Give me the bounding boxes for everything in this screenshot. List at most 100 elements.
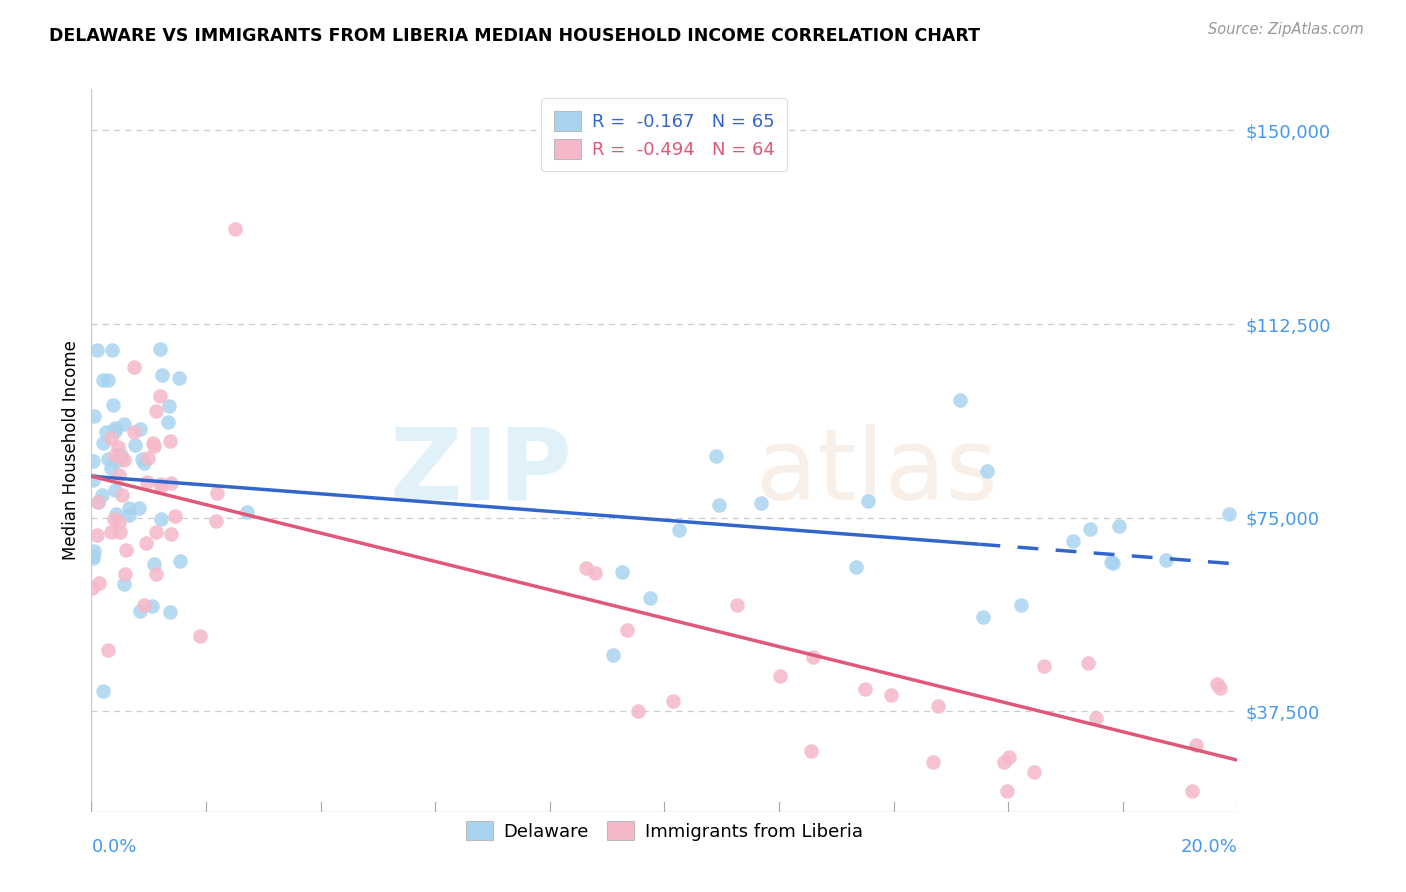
Point xyxy=(800,744,823,758)
Point xyxy=(1181,784,1204,798)
Point xyxy=(159,527,181,541)
Point xyxy=(141,599,163,614)
Point xyxy=(100,431,122,445)
Point xyxy=(188,629,211,643)
Point xyxy=(124,438,146,452)
Point xyxy=(1077,657,1099,671)
Point xyxy=(100,524,122,539)
Y-axis label: Median Household Income: Median Household Income xyxy=(62,341,80,560)
Point xyxy=(661,693,683,707)
Point xyxy=(86,495,108,509)
Point xyxy=(668,523,690,537)
Point xyxy=(132,599,155,613)
Point xyxy=(104,454,127,468)
Legend: Delaware, Immigrants from Liberia: Delaware, Immigrants from Liberia xyxy=(453,808,876,854)
Point xyxy=(82,550,104,565)
Point xyxy=(142,435,165,450)
Point xyxy=(583,566,606,581)
Point xyxy=(995,783,1018,797)
Point xyxy=(205,486,228,500)
Point xyxy=(110,450,132,464)
Point xyxy=(149,512,172,526)
Point xyxy=(107,515,129,529)
Point xyxy=(803,649,825,664)
Point xyxy=(91,683,114,698)
Point xyxy=(160,476,183,491)
Point xyxy=(150,479,173,493)
Point xyxy=(163,509,186,524)
Point xyxy=(769,669,792,683)
Point xyxy=(124,425,146,439)
Point xyxy=(707,498,730,512)
Point xyxy=(143,439,166,453)
Point xyxy=(94,425,117,439)
Point xyxy=(880,688,903,702)
Point xyxy=(104,448,127,462)
Point xyxy=(132,456,155,470)
Text: DELAWARE VS IMMIGRANTS FROM LIBERIA MEDIAN HOUSEHOLD INCOME CORRELATION CHART: DELAWARE VS IMMIGRANTS FROM LIBERIA MEDI… xyxy=(49,27,980,45)
Point xyxy=(1101,556,1123,570)
Point xyxy=(91,435,114,450)
Point xyxy=(856,493,879,508)
Point xyxy=(101,343,124,358)
Point xyxy=(83,409,105,423)
Point xyxy=(103,397,125,411)
Point xyxy=(204,514,226,528)
Point xyxy=(91,372,114,386)
Point xyxy=(145,524,167,539)
Text: Source: ZipAtlas.com: Source: ZipAtlas.com xyxy=(1208,22,1364,37)
Point xyxy=(1022,764,1045,779)
Point xyxy=(224,221,246,235)
Point xyxy=(1085,711,1108,725)
Point xyxy=(149,389,172,403)
Point xyxy=(104,483,127,497)
Point xyxy=(136,451,159,466)
Point xyxy=(111,488,134,502)
Point xyxy=(105,507,128,521)
Point xyxy=(97,452,120,467)
Point xyxy=(150,477,173,491)
Point xyxy=(972,609,994,624)
Point xyxy=(1032,658,1054,673)
Point xyxy=(616,623,638,637)
Point xyxy=(1010,599,1032,613)
Point xyxy=(122,360,145,375)
Point xyxy=(112,577,135,591)
Point xyxy=(157,400,180,414)
Point xyxy=(87,495,110,509)
Point xyxy=(169,554,191,568)
Point xyxy=(128,500,150,515)
Point xyxy=(627,704,650,718)
Point xyxy=(602,648,624,662)
Point xyxy=(145,566,167,581)
Point xyxy=(638,591,661,606)
Point xyxy=(704,450,727,464)
Point xyxy=(112,452,135,467)
Point xyxy=(927,699,949,714)
Point xyxy=(143,557,166,571)
Point xyxy=(1078,522,1101,536)
Point xyxy=(148,342,170,356)
Point xyxy=(853,681,876,696)
Point xyxy=(145,403,167,417)
Point xyxy=(86,528,108,542)
Point xyxy=(1184,738,1206,752)
Point xyxy=(725,598,748,612)
Point xyxy=(82,454,104,468)
Point xyxy=(1218,508,1240,522)
Text: ZIP: ZIP xyxy=(389,424,572,521)
Point xyxy=(110,448,132,462)
Point xyxy=(82,549,104,563)
Point xyxy=(993,755,1015,769)
Text: atlas: atlas xyxy=(756,424,998,521)
Point xyxy=(97,373,120,387)
Point xyxy=(1154,553,1177,567)
Point xyxy=(159,606,181,620)
Point xyxy=(135,536,157,550)
Point xyxy=(845,559,868,574)
Point xyxy=(129,604,152,618)
Point xyxy=(108,467,131,482)
Point xyxy=(159,434,181,448)
Point xyxy=(1062,533,1084,548)
Point xyxy=(114,566,136,581)
